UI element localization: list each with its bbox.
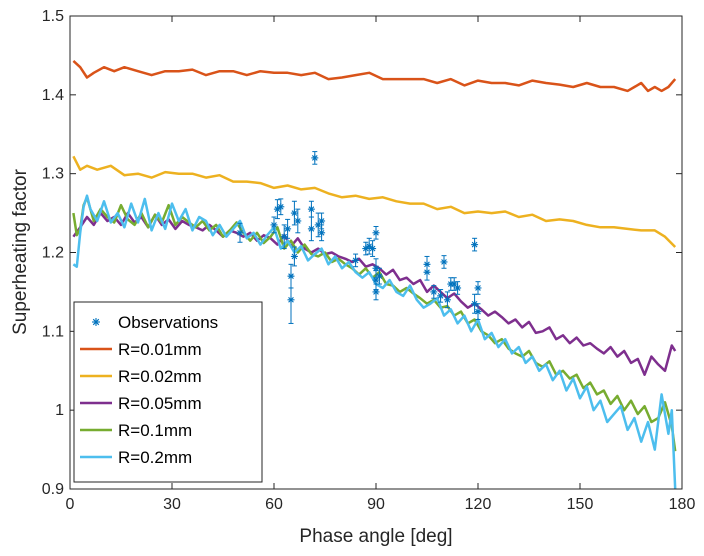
y-tick-label: 1.1 (42, 323, 64, 340)
legend-label: R=0.05mm (118, 394, 202, 413)
observation-point (318, 224, 326, 242)
series-line-4 (72, 194, 677, 489)
legend-entry: R=0.02mm (80, 367, 202, 386)
series-line-1 (72, 155, 677, 248)
observation-point (471, 293, 479, 314)
observation-point (311, 151, 319, 165)
y-tick-label: 0.9 (42, 481, 64, 498)
observation-point (437, 289, 445, 303)
observation-point (474, 281, 482, 295)
observation-point (454, 281, 462, 295)
observation-point (369, 240, 377, 257)
legend-label: R=0.02mm (118, 367, 202, 386)
axis-ticks: 0 30 60 90 120 150 180 0.9 1 1.1 1.2 1.3 1.4 1.5 (42, 8, 696, 513)
legend: Observations R=0.01mm R=0.02mm R=0.05mm R=0.… (73, 301, 263, 483)
x-tick-label: 60 (265, 496, 283, 513)
x-tick-label: 180 (669, 496, 696, 513)
observation-point (307, 216, 315, 242)
observation-point (284, 218, 292, 239)
observation-point (471, 237, 479, 252)
observation-point (290, 246, 298, 267)
observation-point (375, 267, 383, 285)
observation-point (362, 241, 370, 256)
observation-point (280, 224, 288, 250)
observation-point (352, 253, 360, 268)
legend-entry: R=0.01mm (80, 340, 202, 359)
legend-label: R=0.1mm (118, 421, 192, 440)
observation-point (314, 212, 322, 238)
observation-point (287, 275, 295, 324)
x-tick-label: 150 (567, 496, 594, 513)
y-axis-label: Superheating factor (10, 168, 31, 335)
legend-entry: R=0.1mm (80, 421, 192, 440)
y-tick-label: 1.2 (42, 245, 64, 262)
observation-point (474, 303, 482, 321)
observation-points (236, 151, 482, 324)
y-tick-label: 1.5 (42, 8, 64, 25)
observation-point (277, 198, 285, 216)
legend-box (73, 301, 263, 483)
observation-point (423, 263, 431, 281)
y-tick-label: 1 (55, 402, 64, 419)
observation-point (443, 291, 451, 309)
legend-label: Observations (118, 313, 218, 332)
observation-point (430, 285, 438, 299)
observation-point (440, 255, 448, 269)
observation-point (307, 200, 315, 218)
legend-label: R=0.01mm (118, 340, 202, 359)
legend-entry: Observations (92, 313, 218, 332)
observation-point (270, 216, 278, 234)
legend-entry: R=0.2mm (80, 448, 192, 467)
series-line-0 (72, 59, 677, 93)
observation-point (372, 225, 380, 240)
x-axis-label: Phase angle [deg] (299, 526, 452, 547)
observation-point (236, 222, 244, 243)
observation-point (294, 208, 302, 234)
y-tick-label: 1.4 (42, 87, 64, 104)
legend-entry: R=0.05mm (80, 394, 202, 413)
y-tick-label: 1.3 (42, 166, 64, 183)
x-tick-label: 30 (163, 496, 181, 513)
x-tick-label: 120 (465, 496, 492, 513)
x-tick-label: 0 (66, 496, 75, 513)
x-tick-label: 90 (367, 496, 385, 513)
legend-label: R=0.2mm (118, 448, 192, 467)
